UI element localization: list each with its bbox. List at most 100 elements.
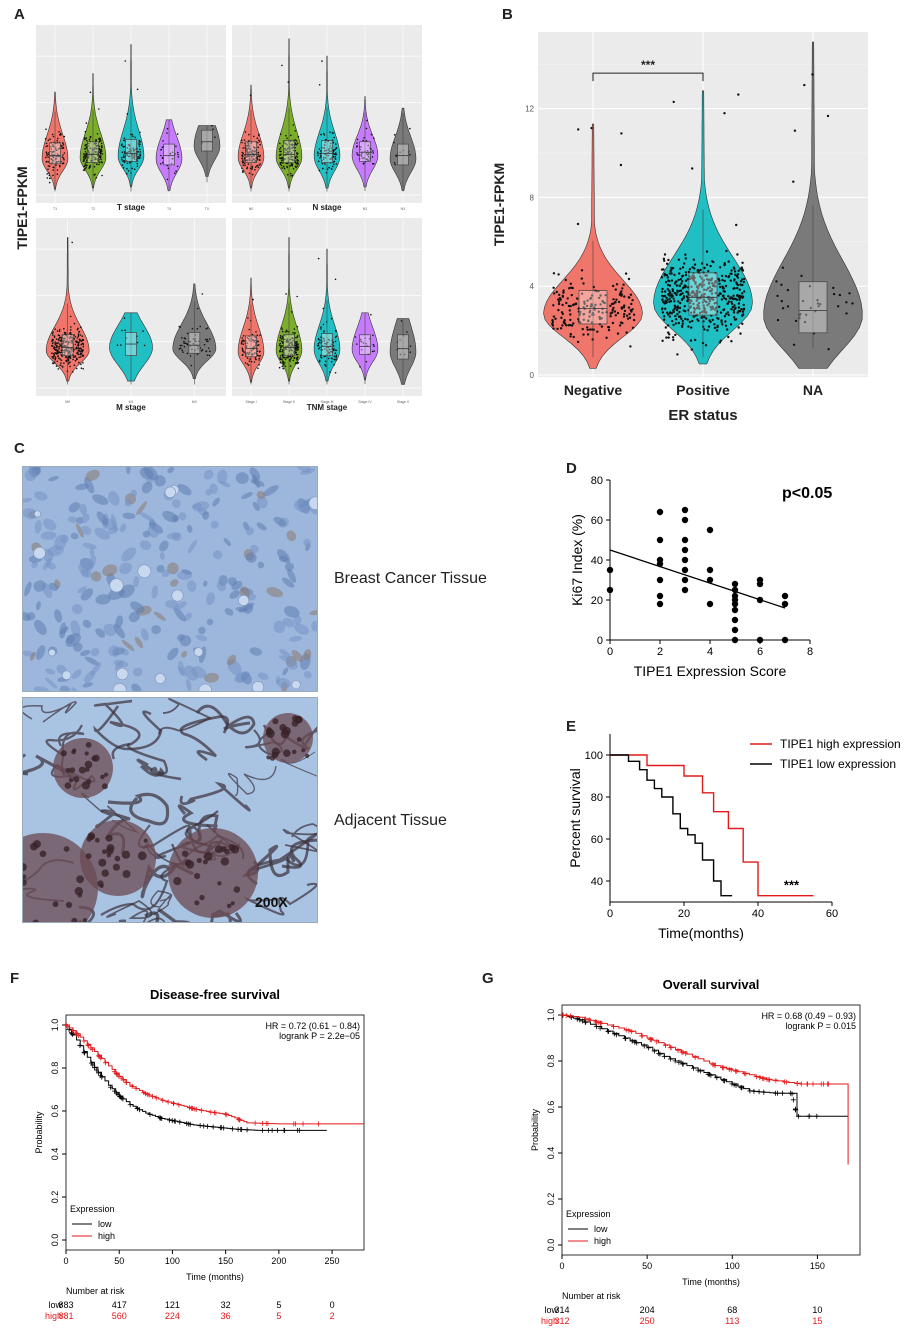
panel-a-group-point xyxy=(69,353,71,355)
panel-b-group-point xyxy=(577,128,580,131)
ihc-nucleus xyxy=(68,778,74,783)
panel-e-xlabel: Time(months) xyxy=(658,925,744,941)
panel-a-group-point xyxy=(257,340,260,343)
panel-a-group-point xyxy=(297,159,300,162)
panel-b-xlabel: ER status xyxy=(668,407,737,424)
panel-b-group-point xyxy=(684,279,688,282)
panel-e-legend-label: TIPE1 high expression xyxy=(780,737,901,751)
panel-a-group-point xyxy=(286,152,289,154)
panel-a-group-point xyxy=(45,151,48,153)
panel-a-group-point xyxy=(319,152,322,155)
panel-a-group-point xyxy=(253,346,255,349)
panel-b-group-point xyxy=(693,263,697,266)
panel-b-group-point xyxy=(672,310,675,314)
panel-a-group-point xyxy=(244,362,247,364)
panel-a-group-point xyxy=(63,135,66,138)
panel-b-group-point xyxy=(663,273,667,276)
panel-f-censor-mark xyxy=(260,1127,266,1133)
panel-a-group-point xyxy=(100,154,102,156)
ihc-cell xyxy=(311,620,317,632)
panel-a-group-point xyxy=(259,350,261,353)
panel-b-group-point xyxy=(676,313,679,316)
panel-a-group-point xyxy=(63,352,66,354)
panel-a-group-point xyxy=(259,143,262,146)
panel-b-group-point xyxy=(692,306,696,310)
panel-b-group-point xyxy=(601,311,604,314)
panel-a-group-point xyxy=(332,132,335,134)
panel-a-group-point xyxy=(126,154,129,157)
panel-b-group-point xyxy=(583,300,586,303)
ihc-cell xyxy=(181,569,192,575)
panel-a-group-point xyxy=(279,342,282,345)
panel-a-group-point xyxy=(367,152,370,154)
panel-a-group-point xyxy=(133,156,136,158)
panel-a-group-point xyxy=(77,347,80,349)
ihc-cell xyxy=(23,611,31,622)
panel-a-group-point xyxy=(361,157,364,160)
panel-a-group-point xyxy=(207,340,209,343)
panel-a-group-point xyxy=(47,156,49,158)
panel-e-ytick-label: 80 xyxy=(591,792,603,804)
panel-a-group-point xyxy=(60,134,62,136)
panel-a-group-point xyxy=(175,145,177,148)
ihc-vacuole xyxy=(193,647,204,657)
panel-a-group-point xyxy=(85,122,88,124)
panel-g-censor-mark xyxy=(605,1028,611,1034)
panel-b-group-point xyxy=(775,280,778,283)
panel-g-censor-mark xyxy=(721,1078,727,1084)
panel-a-group-point xyxy=(296,165,299,167)
panel-a-group-point xyxy=(360,153,363,156)
panel-b-sig-bracket xyxy=(592,72,704,82)
panel-a-group-point xyxy=(285,293,287,295)
panel-a-group-point xyxy=(296,362,299,365)
panel-f-censor-mark xyxy=(134,1106,140,1112)
panel-b-group-point xyxy=(673,282,677,285)
panel-b-group-point xyxy=(620,132,623,135)
panel-a-group-point xyxy=(84,167,86,170)
panel-b-group-point xyxy=(673,273,676,277)
panel-b-group-point xyxy=(569,282,572,285)
ihc-cell xyxy=(80,649,91,657)
panel-a-group-point xyxy=(284,338,286,341)
panel-b-group-point xyxy=(736,253,739,256)
panel-a-group-point xyxy=(241,157,243,160)
panel-a-group-points xyxy=(278,293,300,370)
ihc-cell xyxy=(293,615,302,625)
panel-a-group-point xyxy=(333,355,336,358)
ihc-nucleus xyxy=(230,901,235,906)
panel-b-group-point xyxy=(614,288,617,291)
panel-a-group-point xyxy=(399,151,401,153)
panel-b-group-point xyxy=(736,294,740,298)
ihc-stroma-fiber xyxy=(127,742,182,781)
panel-a-group-point xyxy=(55,158,57,161)
panel-a-group-point xyxy=(254,169,256,171)
panel-a-group-point xyxy=(333,358,335,361)
panel-b-group-point xyxy=(666,311,669,314)
panel-g-xtick-label: 50 xyxy=(642,1261,652,1271)
ihc-cell xyxy=(34,491,48,501)
panel-g-censor-mark xyxy=(568,1013,574,1019)
panel-f-censor-mark xyxy=(171,1100,177,1106)
panel-b-group-point xyxy=(705,288,708,292)
panel-b-group-point xyxy=(664,307,667,310)
panel-a-group-point xyxy=(166,127,169,130)
panel-a-group-point xyxy=(258,139,260,141)
panel-b-group-point xyxy=(557,298,560,301)
panel-f-legend-label: high xyxy=(98,1231,115,1241)
panel-a-group-point xyxy=(324,342,326,345)
ihc-nucleus xyxy=(185,860,195,869)
panel-g-censor-mark xyxy=(651,1048,657,1054)
ihc-cell xyxy=(119,523,127,533)
panel-b-group-point xyxy=(695,293,699,297)
ihc-image-adjacent-texture xyxy=(23,698,317,922)
panel-g-censor-mark xyxy=(595,1019,601,1025)
panel-b-group-point xyxy=(704,311,707,314)
panel-a-group-point xyxy=(335,147,338,150)
panel-a-group-point xyxy=(279,339,281,342)
panel-f-censor-mark xyxy=(120,1096,126,1102)
ihc-cell xyxy=(48,475,59,482)
panel-b-group-point xyxy=(558,297,562,300)
panel-f-risk-value: 560 xyxy=(112,1311,127,1321)
panel-f-censor-mark xyxy=(184,1121,190,1127)
panel-a-group-point xyxy=(195,340,197,343)
